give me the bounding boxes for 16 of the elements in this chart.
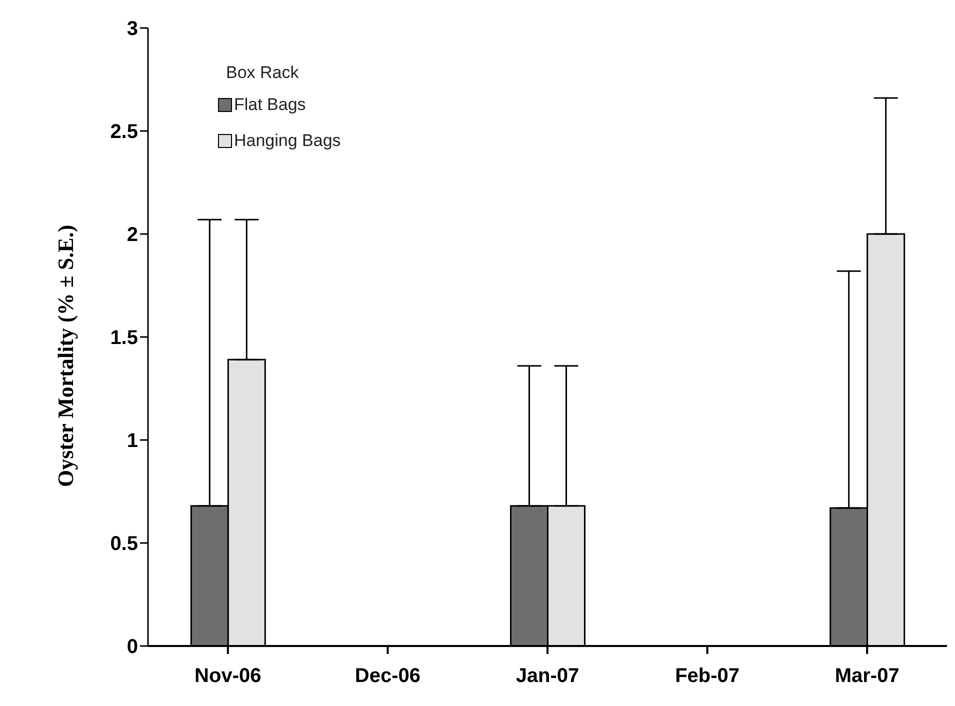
y-tick-label: 2 <box>126 224 138 246</box>
legend-label: Hanging Bags <box>234 131 341 151</box>
x-tick-label: Feb-07 <box>675 665 740 688</box>
y-tick-label: 0.5 <box>110 533 138 556</box>
y-tick-label: 3 <box>126 18 138 40</box>
y-axis-title: Oyster Mortality (% ± S.E.) <box>52 224 78 487</box>
x-tick-label: Dec-06 <box>354 665 421 688</box>
y-tick-label: 1 <box>126 430 138 452</box>
y-tick-label: 1.5 <box>110 327 138 350</box>
y-tick-label: 2.5 <box>110 121 138 144</box>
y-tick-label: 0 <box>126 636 138 658</box>
legend-label: Flat Bags <box>234 95 306 115</box>
x-tick-label: Nov-06 <box>194 665 262 688</box>
legend-title: Box Rack <box>226 63 300 83</box>
x-tick-label: Jan-07 <box>516 665 580 688</box>
x-tick-label: Mar-07 <box>834 665 900 688</box>
